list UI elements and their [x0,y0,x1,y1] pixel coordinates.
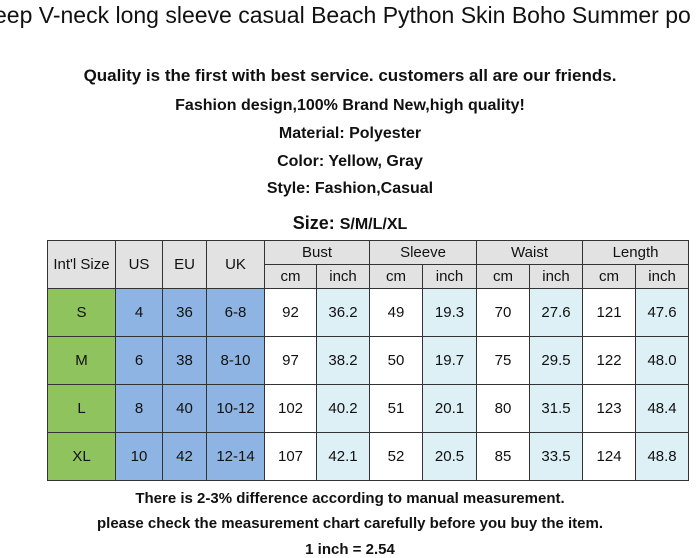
cell: 33.5 [529,432,584,481]
cell: 42 [162,432,207,481]
intro-line: Quality is the first with best service. … [83,66,617,85]
size-row: S 4 36 6-8 92 36.2 49 19.3 70 27.6 121 47.6 [47,288,690,337]
intro-line: Color: Yellow, Gray [277,153,423,170]
cell: 10 [115,432,163,481]
cell: 123 [582,384,637,433]
cell: 19.7 [422,336,478,385]
cell: 6-8 [206,288,265,337]
unit-row: cm inch cm inch cm inch cm inch [48,264,690,289]
intro-line: Style: Fashion,Casual [266,180,434,197]
cell: 8 [115,384,163,433]
unit-header: cm [264,264,317,289]
cell: 40 [162,384,207,433]
column-header: EU [162,240,207,289]
cell: 124 [582,432,637,481]
cell: 85 [476,432,531,481]
cell: 6 [115,336,163,385]
unit-header: cm [582,264,637,289]
size-row: XL 10 42 12-14 107 42.1 52 20.5 85 33.5 124 48.8 [47,432,690,481]
header-row: Int'l Size US EU UK Bust Sleeve Waist Length [47,240,690,289]
cell: L [47,384,116,433]
cell: 47.6 [635,288,690,337]
column-header: US [115,240,163,289]
column-header: UK [206,240,265,289]
cell: 102 [264,384,317,433]
cell: 10-12 [206,384,265,433]
group-header: Length [582,240,690,265]
cell: 49 [369,288,424,337]
cell: 8-10 [206,336,265,385]
cell: 70 [476,288,531,337]
cell: 27.6 [529,288,584,337]
cell: 20.5 [422,432,478,481]
cell: 75 [476,336,531,385]
size-line: Size: S/M/L/XL [0,213,700,234]
cell: 92 [264,288,317,337]
cell: 12-14 [206,432,265,481]
cell: 121 [582,288,637,337]
cell: 50 [369,336,424,385]
cell: 36.2 [315,288,371,337]
group-header: Bust [263,240,371,265]
cell: 51 [369,384,424,433]
unit-header: cm [476,264,531,289]
cell: 40.2 [315,384,371,433]
column-header: Int'l Size [47,240,116,289]
cell: 20.1 [422,384,478,433]
cell: S [47,288,116,337]
cell: 38.2 [315,336,371,385]
group-header: Waist [476,240,584,265]
size-value: S/M/L/XL [339,216,408,233]
footer-line: There is 2-3% difference according to ma… [135,490,565,507]
cell: 42.1 [315,432,371,481]
cell: 4 [115,288,163,337]
unit-header: inch [635,264,690,289]
cell: XL [47,432,116,481]
cell: 19.3 [422,288,478,337]
cell: 122 [582,336,637,385]
cell: 48.0 [635,336,690,385]
size-row: M 6 38 8-10 97 38.2 50 19.7 75 29.5 122 48.0 [47,336,690,385]
cell: 107 [264,432,317,481]
cell: 80 [476,384,531,433]
size-label: Size: [292,213,335,233]
unit-header: inch [315,264,371,289]
cell: 52 [369,432,424,481]
cell: 97 [264,336,317,385]
cell: 48.4 [635,384,690,433]
footer-line: please check the measurement chart caref… [96,515,603,532]
cell: 48.8 [635,432,690,481]
group-header: Sleeve [369,240,478,265]
intro-line: Material: Polyester [278,125,422,142]
cell: 31.5 [529,384,584,433]
unit-header: cm [369,264,424,289]
intro-line: Fashion design,100% Brand New,high quali… [175,97,525,114]
cell: 38 [162,336,207,385]
size-row: L 8 40 10-12 102 40.2 51 20.1 80 31.5 123 48.4 [47,384,690,433]
cell: M [47,336,116,385]
unit-header: inch [422,264,478,289]
cell: 29.5 [529,336,584,385]
unit-header: inch [529,264,584,289]
product-title: eep V-neck long sleeve casual Beach Pyth… [0,2,691,28]
size-table: Int'l Size US EU UK Bust Sleeve Waist Length cm i… [47,240,690,481]
cell: 36 [162,288,207,337]
